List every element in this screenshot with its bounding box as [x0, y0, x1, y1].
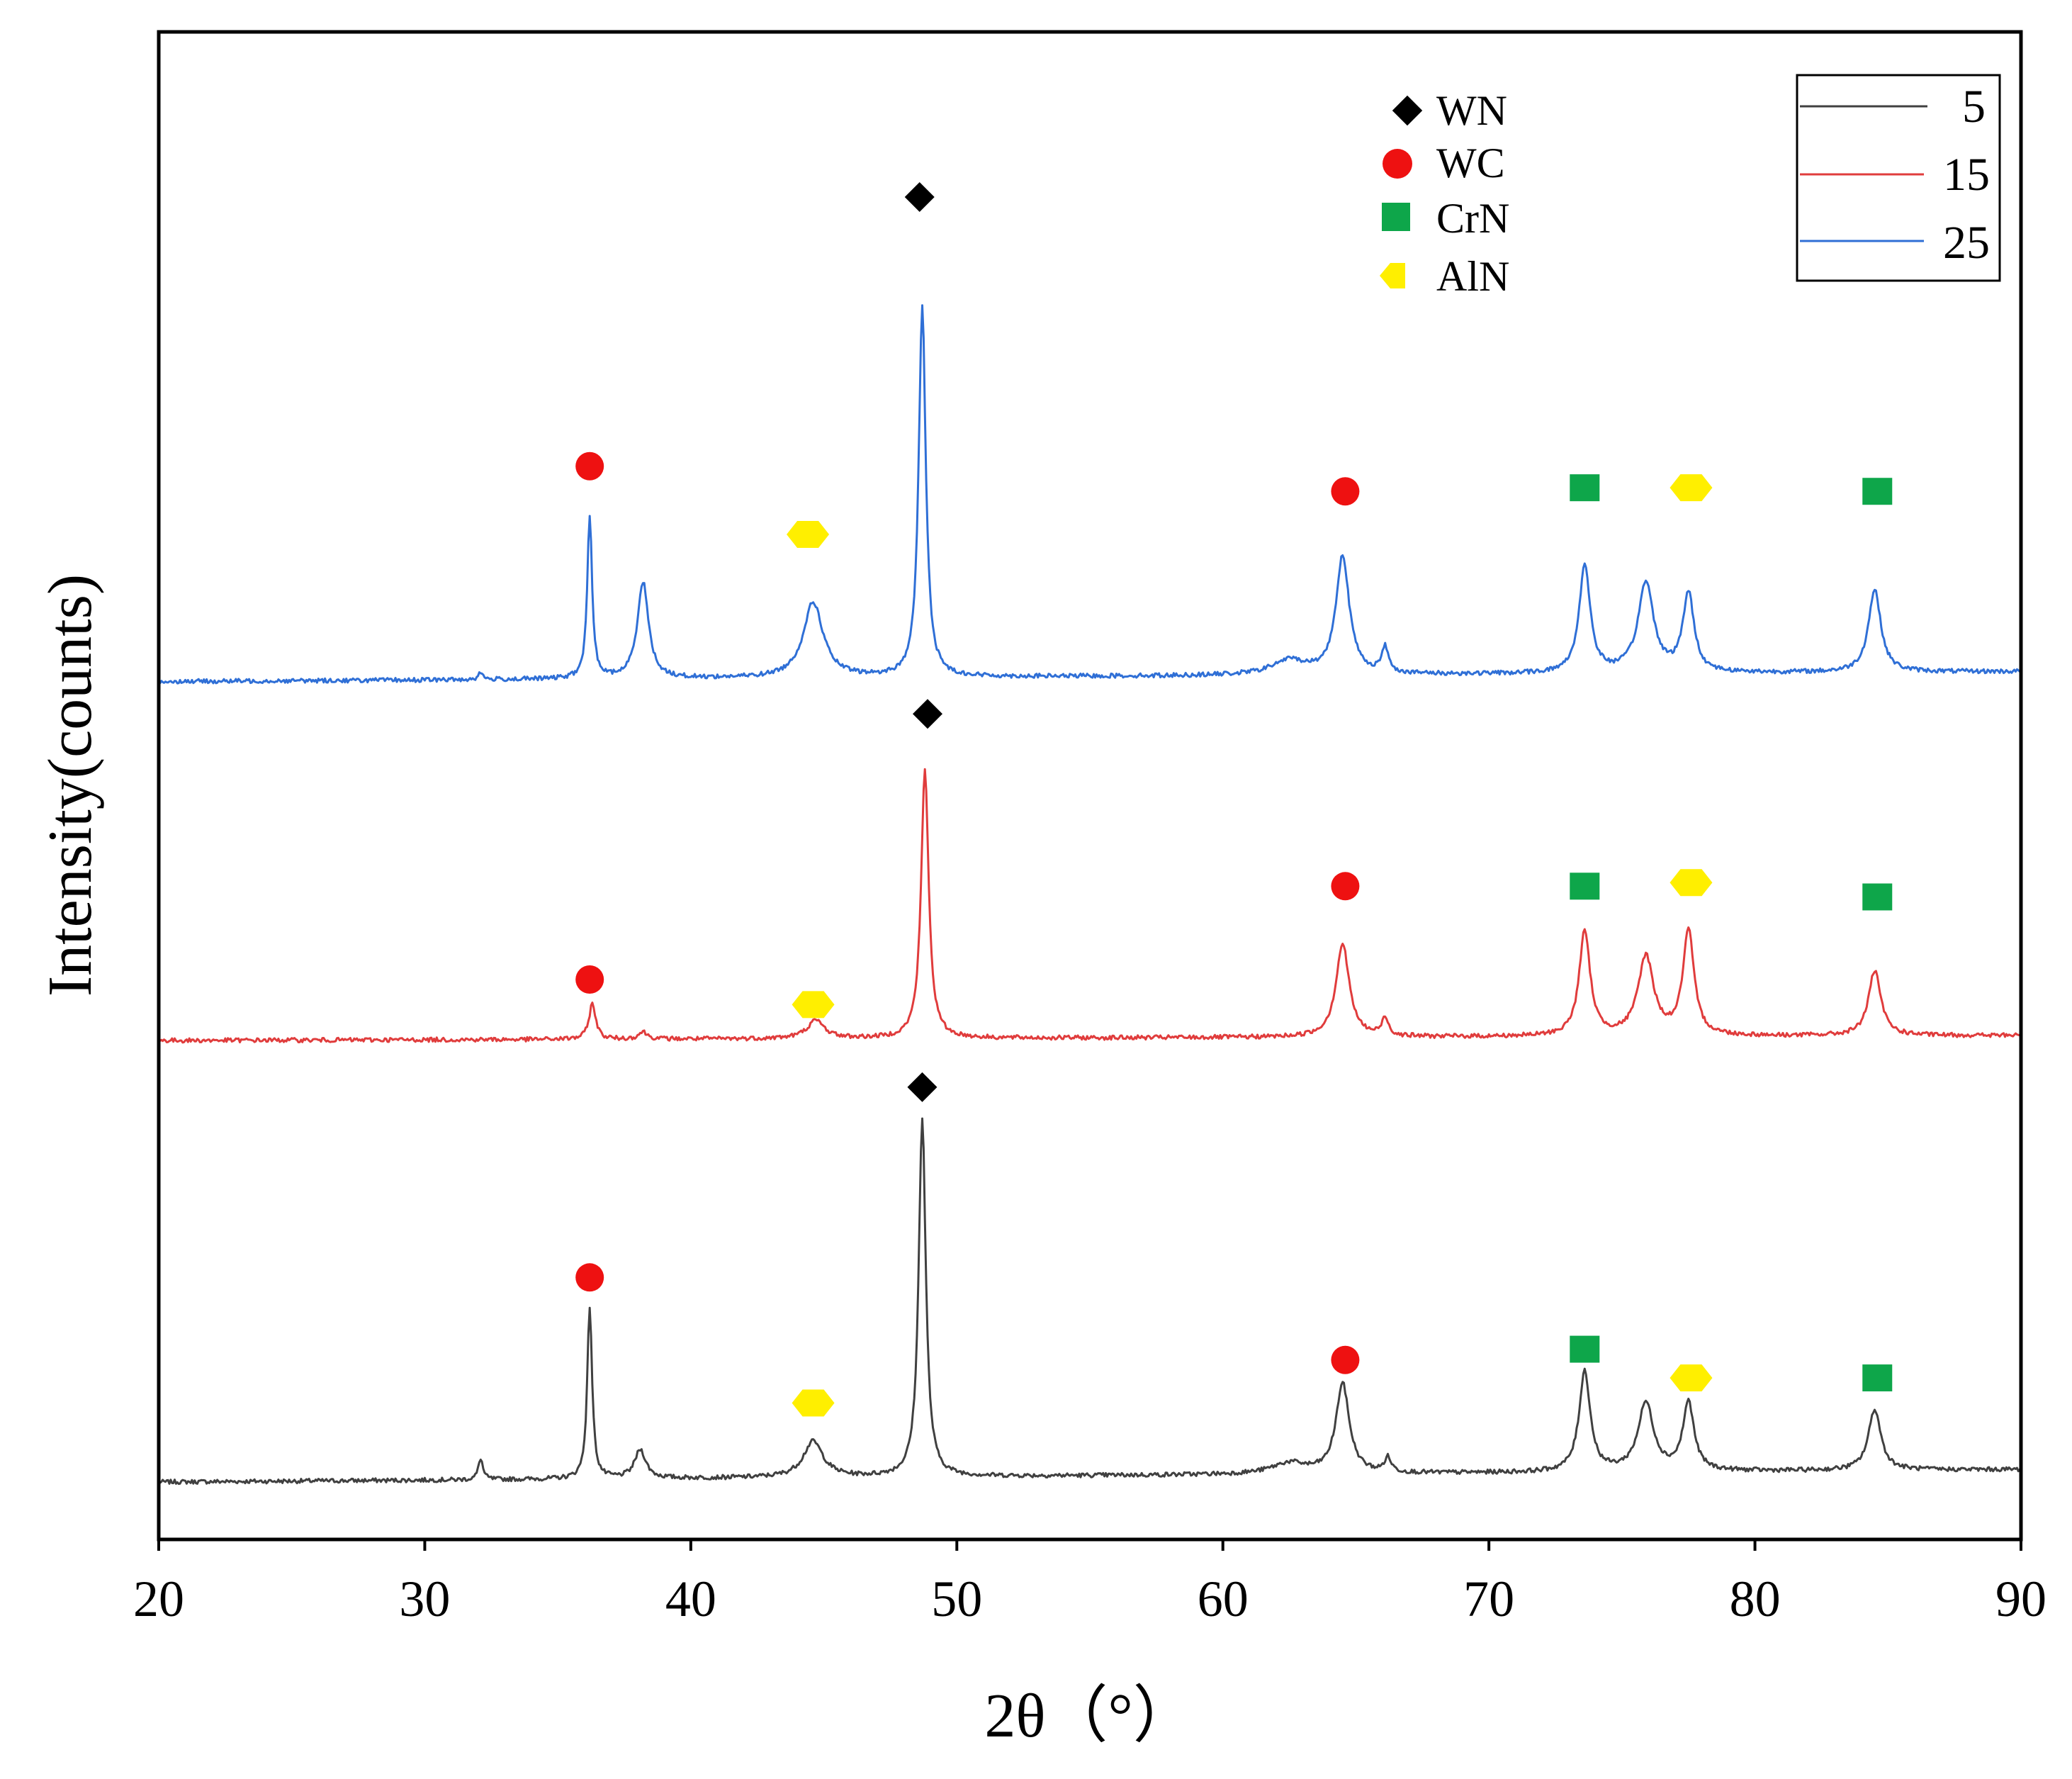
- phase-legend-aln-label: AlN: [1436, 253, 1509, 300]
- x-tick-label: 30: [399, 1571, 450, 1627]
- peak-marker-crn: [1570, 1335, 1600, 1363]
- series-line-5: [157, 1117, 2022, 1486]
- phase-legend: WN WC CrN AlN: [1380, 87, 1509, 300]
- series-legend-5-label: 5: [1962, 81, 1986, 133]
- series-legend: 5 15 25: [1796, 74, 2001, 282]
- series-layer: [157, 304, 2022, 1486]
- series-line-25: [157, 304, 2022, 685]
- phase-legend-aln-symbol: [1380, 263, 1405, 288]
- x-tick-label: 50: [931, 1571, 982, 1627]
- peak-marker-crn: [1862, 478, 1893, 505]
- peak-marker-aln: [1670, 869, 1713, 897]
- peak-marker-aln: [792, 991, 835, 1018]
- x-tick-label: 90: [1995, 1571, 2046, 1627]
- peak-marker-aln: [792, 1389, 835, 1417]
- peak-marker-aln: [1670, 474, 1713, 502]
- x-axis-title: 2θ（°）: [984, 1682, 1195, 1751]
- peak-marker-wc: [575, 1263, 604, 1292]
- peak-marker-crn: [1862, 883, 1893, 911]
- series-legend-25-label: 25: [1943, 217, 1990, 269]
- peak-marker-wc: [1331, 1345, 1360, 1374]
- phase-legend-crn-label: CrN: [1436, 195, 1509, 242]
- x-tick-label: 70: [1463, 1571, 1514, 1627]
- x-tick-label: 60: [1198, 1571, 1249, 1627]
- peak-marker-aln: [787, 521, 830, 548]
- series-legend-box: [1796, 74, 2001, 282]
- x-tick-label: 20: [133, 1571, 184, 1627]
- y-axis-title: Intensity(counts): [36, 574, 105, 997]
- phase-legend-wc-symbol: [1383, 149, 1412, 179]
- peak-marker-wc: [1331, 872, 1360, 901]
- phase-legend-wn-symbol: [1392, 95, 1423, 126]
- phase-legend-wc-label: WC: [1436, 140, 1505, 186]
- plot-frame: [157, 30, 2023, 1542]
- peak-marker-aln: [1670, 1364, 1713, 1392]
- peak-marker-wn: [912, 699, 942, 729]
- phase-legend-wn-label: WN: [1436, 87, 1507, 134]
- peak-marker-wc: [575, 451, 604, 481]
- peak-marker-wn: [904, 181, 935, 212]
- x-tick-label: 40: [665, 1571, 716, 1627]
- peak-marker-wc: [575, 965, 604, 994]
- peak-marker-crn: [1570, 872, 1600, 900]
- peak-marker-crn: [1570, 474, 1600, 502]
- phase-legend-crn-symbol: [1382, 203, 1410, 231]
- peak-marker-crn: [1862, 1364, 1893, 1392]
- series-legend-15-label: 15: [1943, 149, 1990, 201]
- x-tick-label: 80: [1730, 1571, 1781, 1627]
- peak-marker-wn: [907, 1072, 938, 1102]
- series-line-15: [158, 768, 2022, 1044]
- peak-marker-wc: [1331, 477, 1360, 506]
- x-axis-ticks: 20 30 40 50 60 70 80 90: [133, 1539, 2046, 1627]
- peak-marker-layer: [575, 181, 1893, 1417]
